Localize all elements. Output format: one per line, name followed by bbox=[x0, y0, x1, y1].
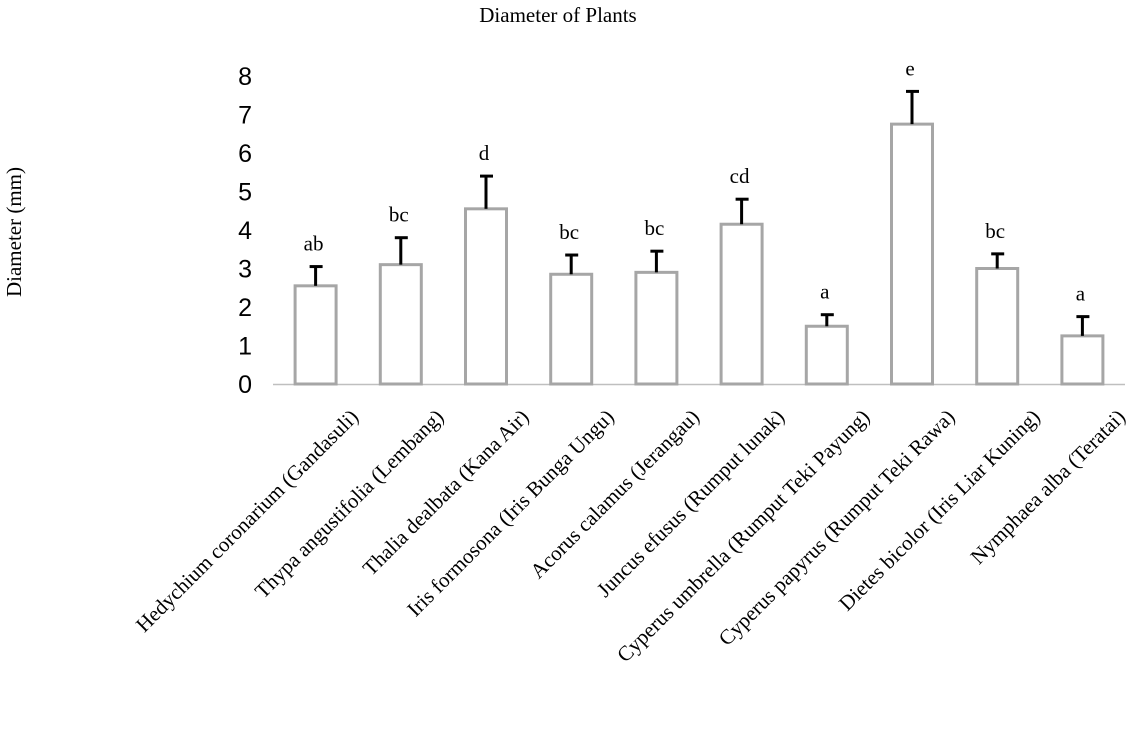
y-axis-label: Diameter (mm) bbox=[2, 167, 26, 297]
error-bar bbox=[650, 249, 664, 273]
error-bar-group bbox=[309, 89, 1090, 336]
y-tick-label: 6 bbox=[238, 140, 252, 168]
bar bbox=[719, 222, 764, 386]
significance-label: ab bbox=[304, 232, 324, 256]
y-tick-label: 2 bbox=[238, 294, 252, 322]
y-tick-label: 3 bbox=[238, 256, 252, 284]
error-bar bbox=[480, 174, 493, 209]
error-bar bbox=[309, 265, 323, 286]
bar bbox=[975, 267, 1020, 386]
y-tick-group: 0 1 2 3 4 5 6 7 8 bbox=[238, 63, 252, 399]
y-tick-label: 1 bbox=[238, 333, 252, 361]
significance-label: bc bbox=[644, 216, 664, 240]
x-tick-label-group: Hedychium coronarium (Gandasuli)Thypa an… bbox=[131, 405, 1127, 667]
y-tick-label: 8 bbox=[238, 63, 252, 91]
significance-label: cd bbox=[730, 164, 750, 188]
bar-group bbox=[293, 122, 1105, 386]
error-bar bbox=[820, 313, 834, 327]
significance-label: bc bbox=[985, 219, 1005, 243]
bar bbox=[890, 122, 934, 386]
significance-label: bc bbox=[389, 203, 409, 227]
chart-title: Diameter of Plants bbox=[479, 3, 636, 27]
y-tick-label: 7 bbox=[238, 102, 252, 130]
bar bbox=[378, 263, 423, 386]
significance-label: e bbox=[905, 56, 914, 80]
error-bar bbox=[394, 236, 408, 265]
y-tick-label: 5 bbox=[238, 179, 252, 207]
bar bbox=[634, 270, 679, 386]
bar bbox=[293, 284, 338, 386]
x-tick-label: Thalia dealbata (Kana Air) bbox=[358, 405, 534, 581]
error-bar bbox=[906, 89, 919, 125]
x-tick-label: Nymphaea alba (Teratai) bbox=[966, 405, 1127, 569]
bar bbox=[549, 272, 594, 386]
bar bbox=[464, 207, 508, 386]
x-tick-label: Acorus calamus (Jerangau) bbox=[525, 405, 704, 584]
bar bbox=[1060, 334, 1105, 386]
error-bar bbox=[1076, 315, 1090, 336]
significance-label: a bbox=[1076, 282, 1086, 306]
y-tick-label: 4 bbox=[238, 217, 252, 245]
y-tick-label: 0 bbox=[238, 371, 252, 399]
significance-label: a bbox=[820, 280, 830, 304]
significance-label: d bbox=[479, 141, 490, 165]
error-bar bbox=[991, 252, 1005, 269]
significance-label-group: ab bc d bc bc cd a e bc a bbox=[304, 56, 1086, 305]
error-bar bbox=[735, 197, 749, 225]
significance-label: bc bbox=[559, 220, 579, 244]
bar bbox=[804, 324, 849, 386]
error-bar bbox=[565, 253, 579, 275]
